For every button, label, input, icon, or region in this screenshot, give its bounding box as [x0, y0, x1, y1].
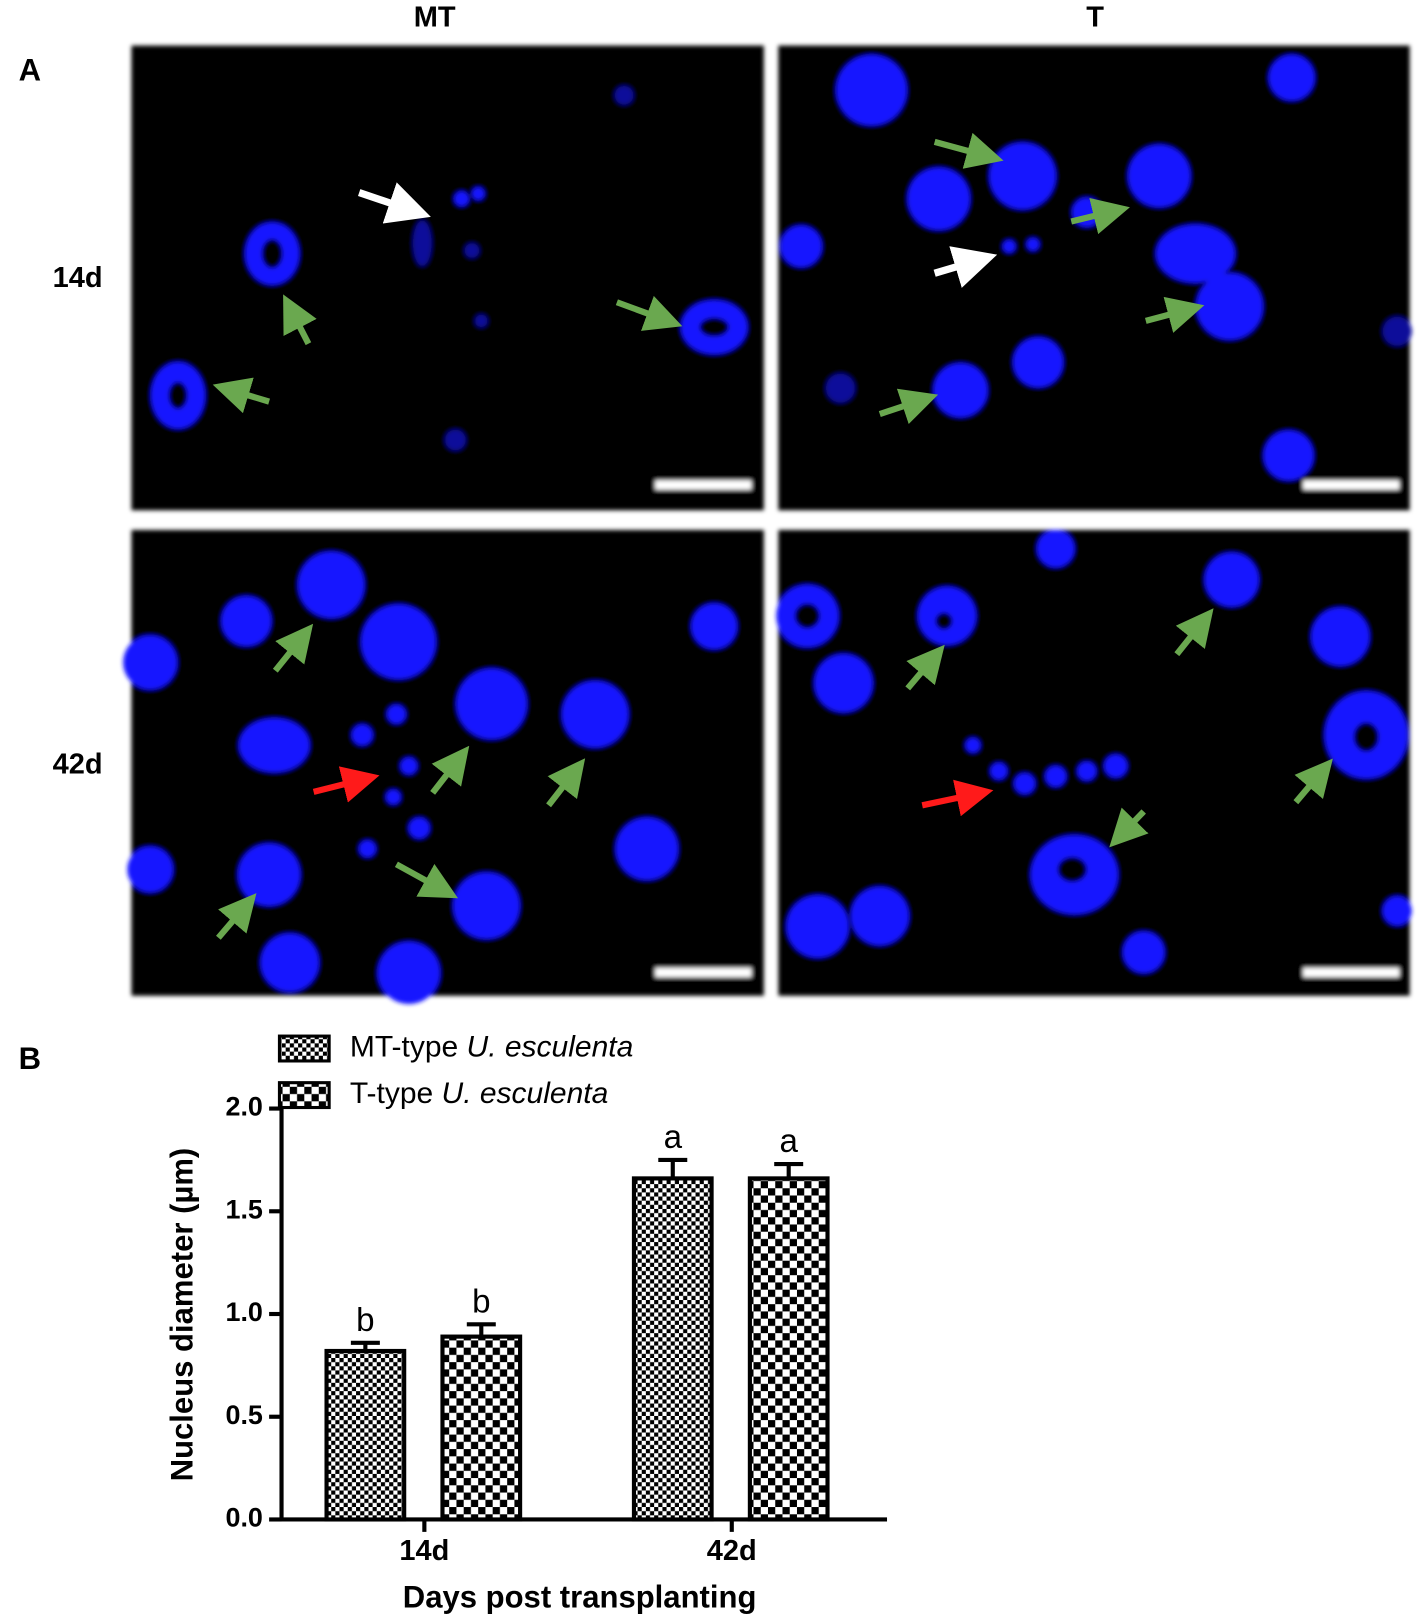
- significance-letter: a: [664, 1119, 683, 1156]
- y-tick-label: 1.5: [225, 1194, 262, 1224]
- bar: [324, 1348, 407, 1522]
- panel-label: A: [19, 53, 41, 88]
- column-header: T: [1086, 1, 1104, 33]
- bar-chart: 0.0 0.5 1.0 1.5 2.0 14d 42d b a MT-type U. escule…: [164, 1030, 888, 1614]
- legend-label: T-type U. esculenta: [350, 1077, 608, 1110]
- micrograph: [778, 45, 1412, 511]
- legend-swatch: [277, 1034, 331, 1063]
- x-tick-label: 42d: [707, 1535, 757, 1567]
- bar: [440, 1334, 523, 1522]
- legend-label: MT-type U. esculenta: [350, 1030, 633, 1063]
- column-header: MT: [414, 1, 456, 33]
- significance-letter: b: [472, 1283, 490, 1320]
- y-tick-label: 0.5: [225, 1400, 262, 1430]
- panel-label: B: [19, 1041, 41, 1076]
- row-header: 42d: [53, 749, 103, 781]
- micrograph: [131, 45, 764, 511]
- significance-letter: a: [779, 1123, 798, 1160]
- y-tick-label: 1.0: [225, 1297, 262, 1327]
- y-tick-label: 0.0: [225, 1503, 262, 1533]
- x-axis-label: Days post transplanting: [403, 1579, 757, 1614]
- bar: [631, 1176, 714, 1522]
- y-tick-label: 2.0: [225, 1092, 262, 1122]
- row-header: 14d: [53, 262, 103, 294]
- bar: [747, 1176, 830, 1522]
- legend-swatch: [277, 1081, 331, 1110]
- significance-letter: b: [356, 1302, 374, 1339]
- y-axis-label: Nucleus diameter (µm): [164, 1148, 199, 1482]
- micrograph: [776, 529, 1412, 996]
- x-tick-label: 14d: [399, 1535, 449, 1567]
